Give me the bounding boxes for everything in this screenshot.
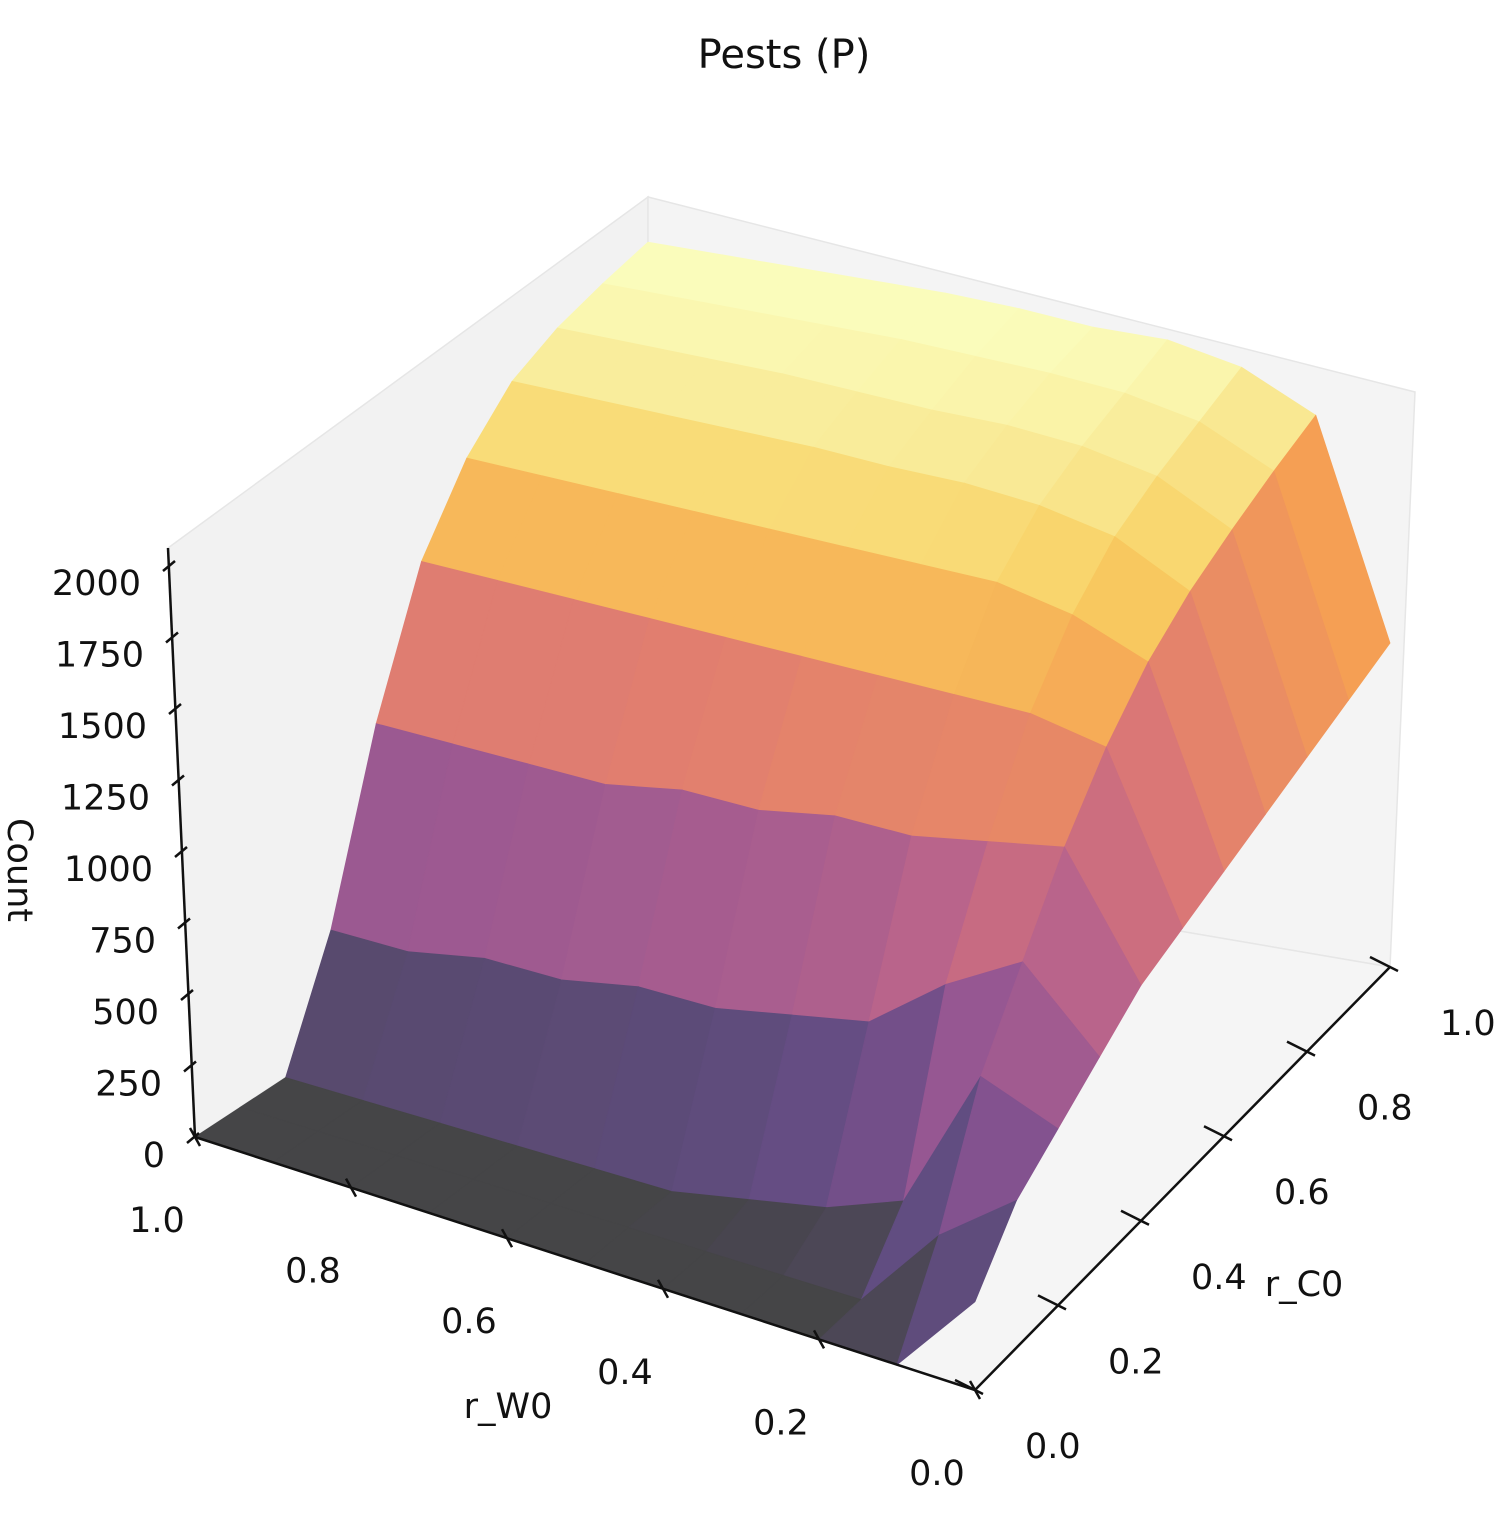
x-tick-mark xyxy=(812,1329,826,1350)
z-tick-mark xyxy=(186,1132,200,1144)
y-axis-label: r_C0 xyxy=(1265,1265,1344,1305)
z-tick-mark xyxy=(171,774,185,787)
y-tick-label: 0.6 xyxy=(1274,1173,1330,1213)
z-tick-label: 500 xyxy=(92,993,159,1033)
z-axis-line xyxy=(166,547,197,1138)
x-tick-mark xyxy=(344,1177,358,1198)
chart-title: Pests (P) xyxy=(698,32,871,78)
x-tick-mark xyxy=(656,1279,670,1299)
x-tick-label: 1.0 xyxy=(129,1201,185,1241)
z-tick-label: 1250 xyxy=(61,779,150,819)
z-tick-mark xyxy=(180,989,194,1001)
x-axis-line xyxy=(194,1135,976,1392)
y-tick-mark xyxy=(1203,1125,1233,1142)
z-tick-label: 1000 xyxy=(64,850,153,890)
z-tick-mark xyxy=(168,703,182,715)
z-tick-label: 750 xyxy=(89,922,156,962)
x-tick-label: 0.0 xyxy=(909,1454,965,1494)
z-axis-label: Count xyxy=(0,818,39,922)
tick-layer: 0.0 0.2 0.4 0.6 0.8 1.0 0.0 0.2 0.4 0.6 0.8 1.0 0 250… xyxy=(52,560,1496,1494)
y-tick-mark xyxy=(1037,1294,1067,1311)
y-tick-label: 0.8 xyxy=(1357,1089,1413,1129)
surface-layer xyxy=(194,241,1391,1366)
y-tick-mark xyxy=(1286,1040,1316,1057)
z-tick-label: 1500 xyxy=(58,707,147,747)
x-tick-label: 0.8 xyxy=(285,1252,341,1292)
y-tick-mark xyxy=(1120,1209,1150,1226)
x-axis-label: r_W0 xyxy=(464,1387,553,1427)
y-tick-label: 0.2 xyxy=(1108,1342,1164,1382)
x-tick-label: 0.4 xyxy=(597,1353,653,1393)
y-tick-label: 1.0 xyxy=(1440,1004,1496,1044)
z-tick-mark xyxy=(183,1060,197,1073)
z-tick-label: 0 xyxy=(143,1136,165,1176)
y-tick-label: 0.0 xyxy=(1025,1427,1081,1467)
x-tick-label: 0.2 xyxy=(753,1403,809,1443)
y-tick-mark xyxy=(954,1378,984,1396)
y-tick-mark xyxy=(1369,955,1399,973)
z-tick-label: 1750 xyxy=(55,636,144,676)
y-tick-label: 0.4 xyxy=(1191,1258,1247,1298)
z-tick-mark xyxy=(174,846,188,858)
z-tick-label: 2000 xyxy=(52,564,141,604)
z-tick-mark xyxy=(162,560,176,572)
z-tick-mark xyxy=(165,631,179,644)
z-tick-mark xyxy=(177,917,191,930)
surface-patch xyxy=(896,1199,1018,1366)
x-tick-mark xyxy=(500,1228,514,1248)
x-tick-label: 0.6 xyxy=(441,1302,497,1342)
y-axis-line xyxy=(974,966,1391,1391)
z-tick-label: 250 xyxy=(95,1065,162,1105)
